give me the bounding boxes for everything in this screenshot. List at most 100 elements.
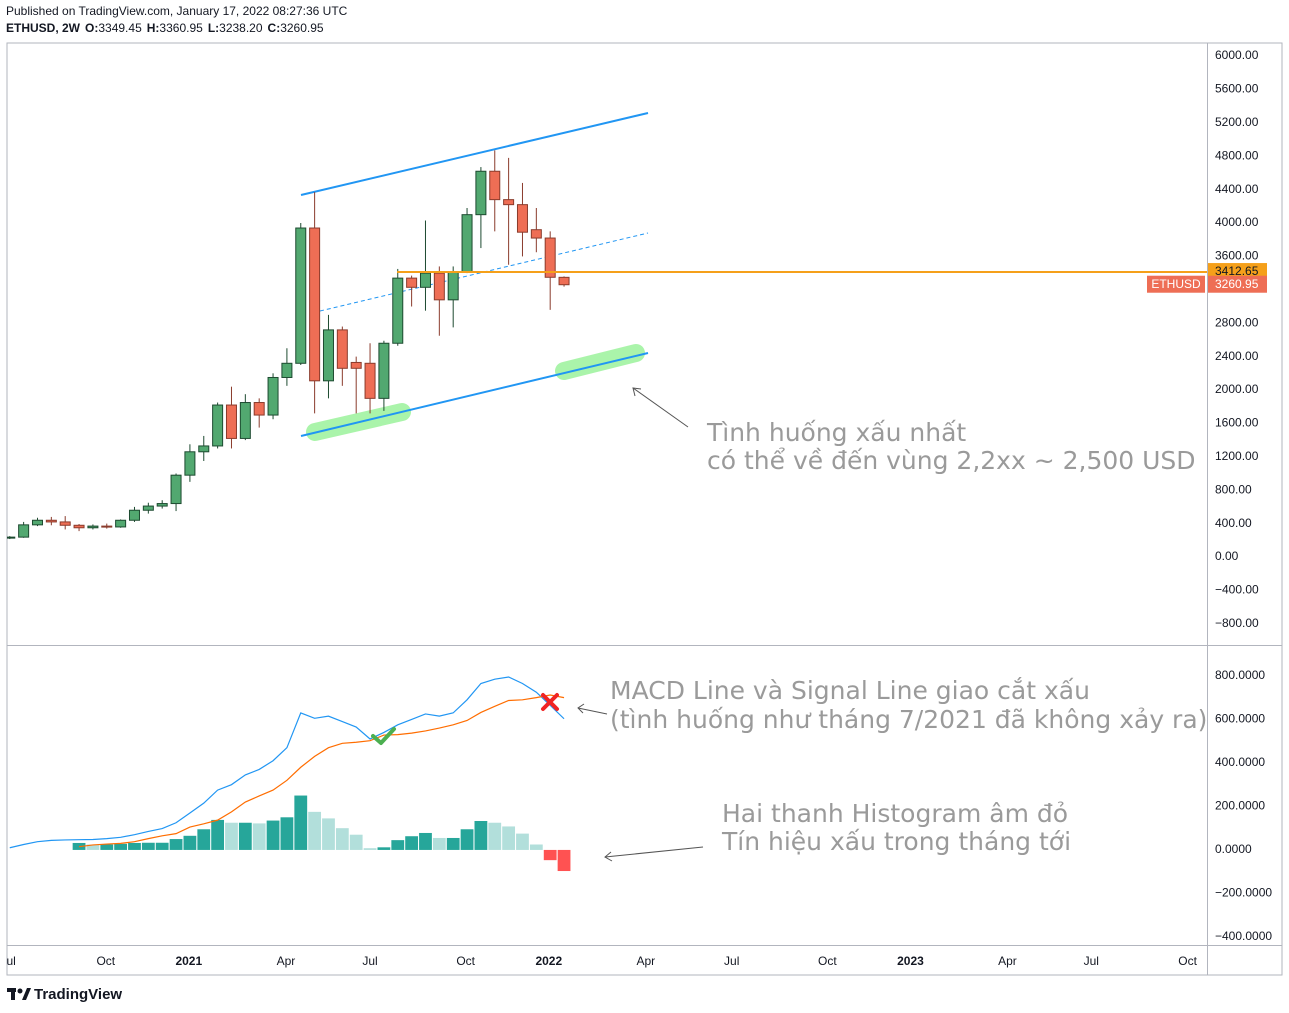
histogram-bar xyxy=(557,849,571,872)
chart-frame xyxy=(6,42,1283,976)
ohlc-name: O: xyxy=(85,21,98,35)
candle-body xyxy=(212,404,224,447)
y-tick-label: 800.00 xyxy=(1215,482,1252,496)
y-tick-label: 3600.00 xyxy=(1215,249,1259,263)
histogram-bar xyxy=(169,839,183,850)
histogram-bar xyxy=(516,833,529,850)
cross-mark xyxy=(541,693,559,711)
y-tick-label: −200.0000 xyxy=(1215,886,1272,900)
histogram-bar xyxy=(294,795,308,850)
published-note: Published on TradingView.com, January 17… xyxy=(6,4,348,18)
highlight xyxy=(555,344,645,380)
channel-lower xyxy=(300,352,649,437)
candle-body xyxy=(350,361,362,369)
candle-body xyxy=(364,362,376,399)
annotation: Tín hiệu xấu trong tháng tới xyxy=(721,827,1071,856)
candle-body xyxy=(101,525,113,528)
check-mark xyxy=(371,727,396,745)
y-tick-label: 0.00 xyxy=(1215,549,1239,563)
candle-body xyxy=(156,503,168,507)
candle-body xyxy=(336,329,348,369)
histogram-bar xyxy=(529,844,543,850)
y-tick-label: 200.0000 xyxy=(1215,799,1265,813)
histogram-bar xyxy=(377,847,391,850)
candle-body xyxy=(31,519,43,526)
y-tick-label: 1600.00 xyxy=(1215,416,1259,430)
histogram-bar xyxy=(446,837,460,850)
candle-body xyxy=(239,402,251,439)
y-tick-label: −400.0000 xyxy=(1215,929,1272,943)
symbol-label: ETHUSD xyxy=(1151,277,1201,291)
candle-body xyxy=(253,402,265,416)
candle-body xyxy=(433,272,445,301)
histogram-bar xyxy=(488,822,502,850)
symbol-header: ETHUSD, 2W O:3349.45 H:3360.95 L:3238.20 C:3… xyxy=(6,21,324,35)
histogram-bar xyxy=(155,842,169,850)
candle-body xyxy=(59,521,71,526)
histogram-bar xyxy=(349,834,363,850)
y-tick-label: −400.00 xyxy=(1215,583,1259,597)
candle-body xyxy=(322,329,334,382)
histogram-bar xyxy=(197,829,211,850)
y-tick-label: 1200.00 xyxy=(1215,449,1259,463)
candle-body xyxy=(447,271,459,301)
candle-body xyxy=(281,362,293,378)
candle-body xyxy=(309,227,321,382)
candle-body xyxy=(45,519,57,523)
y-tick-label: 400.0000 xyxy=(1215,755,1265,769)
ohlc-name: C: xyxy=(268,21,281,35)
candle-body xyxy=(115,519,127,528)
candle-body xyxy=(267,376,279,416)
candle-body xyxy=(475,170,487,216)
annotation: Hai thanh Histogram âm đỏ xyxy=(722,799,1068,828)
histogram-bar xyxy=(252,823,266,850)
x-tick-label: Oct xyxy=(818,954,837,968)
arrow xyxy=(604,846,704,858)
candle-body xyxy=(516,204,528,233)
candle-body xyxy=(530,229,542,239)
arrow-head xyxy=(577,703,585,714)
candle-body xyxy=(73,524,85,529)
histogram-bar xyxy=(280,817,294,850)
histogram-bar xyxy=(211,819,225,850)
candle-body xyxy=(87,525,99,529)
histogram-bar xyxy=(266,820,280,850)
y-tick-label: 4400.00 xyxy=(1215,182,1259,196)
histogram-bar xyxy=(183,835,197,850)
annotation: Tình huống xấu nhất xyxy=(706,418,966,447)
candle-body xyxy=(461,214,473,273)
footer-brand: TradingView xyxy=(34,986,122,1003)
ohlc-value: 3349.45 xyxy=(98,21,142,35)
price-pane xyxy=(7,112,1207,540)
y-tick-label: 400.00 xyxy=(1215,516,1252,530)
last-price-tag xyxy=(1208,275,1267,293)
annotation: có thể về đến vùng 2,2xx ~ 2,500 USD xyxy=(707,446,1196,475)
x-tick-label: Jul xyxy=(1084,954,1099,968)
ohlc-name: L: xyxy=(208,21,219,35)
signal-line xyxy=(78,694,565,848)
arrow xyxy=(632,387,689,428)
y-tick-label: 2400.00 xyxy=(1215,349,1259,363)
candle-body xyxy=(503,199,515,206)
y-tick-label: 4000.00 xyxy=(1215,215,1259,229)
price-line-label: 3412.65 xyxy=(1215,264,1259,278)
candle-body xyxy=(225,404,237,439)
y-tick-label: 600.0000 xyxy=(1215,712,1265,726)
y-tick-label: 5200.00 xyxy=(1215,115,1259,129)
histogram-bar xyxy=(543,849,557,861)
candle-body xyxy=(170,474,182,505)
x-tick-label: Oct xyxy=(96,954,115,968)
histogram-bar xyxy=(405,836,419,850)
arrow xyxy=(577,707,608,715)
ohlc-value: 3238.20 xyxy=(219,21,263,35)
candle-body xyxy=(184,451,196,476)
histogram-bar xyxy=(141,842,155,850)
histogram-bar xyxy=(86,844,100,850)
ohlc-value: 3260.95 xyxy=(280,21,324,35)
macd-pane xyxy=(9,676,704,872)
x-tick-label: Jul xyxy=(724,954,739,968)
histogram-bar xyxy=(322,818,335,850)
x-tick-label: Apr xyxy=(277,954,296,968)
price-axis: 6000.00 5600.00 5200.00 4800.00 4400.00 4000.… xyxy=(1147,48,1272,943)
